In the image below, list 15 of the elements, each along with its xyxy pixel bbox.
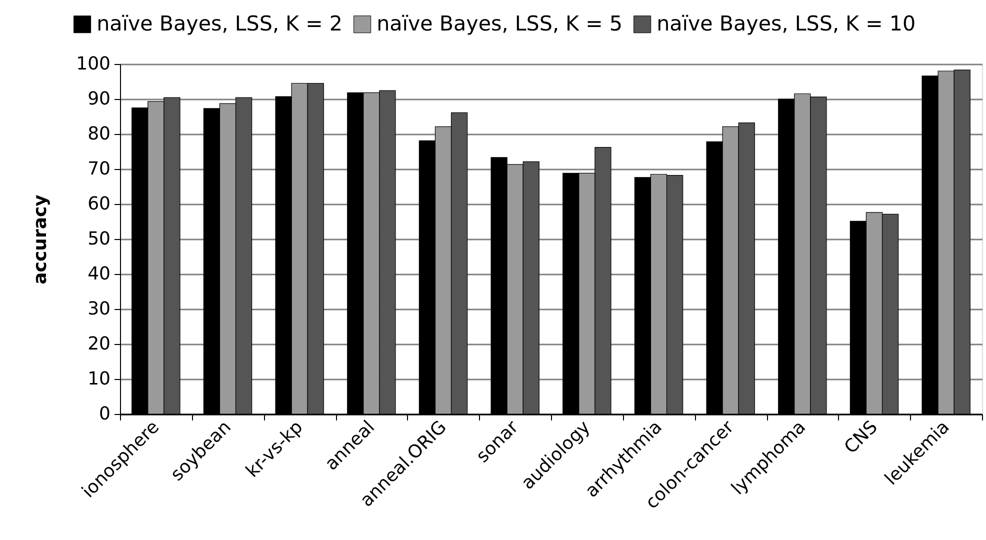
y-tick-label: 50 [88,228,110,250]
y-tick-label: 60 [88,194,110,214]
y-tick-label: 80 [88,124,110,144]
legend-label: naïve Bayes, LSS, K = 2 [96,11,342,36]
y-tick-label: 20 [88,334,110,354]
y-axis-title: accuracy [30,194,52,284]
legend-label: naïve Bayes, LSS, K = 5 [376,11,622,36]
y-tick-label: 100 [76,54,110,74]
y-tick-label: 10 [88,368,110,390]
legend-label: naïve Bayes, LSS, K = 10 [656,11,916,36]
y-tick-label: 0 [99,404,110,424]
y-tick-label: 70 [88,158,110,180]
y-tick-label: 90 [88,88,110,110]
y-tick-label: 30 [88,298,110,320]
y-tick-label: 40 [88,264,110,284]
